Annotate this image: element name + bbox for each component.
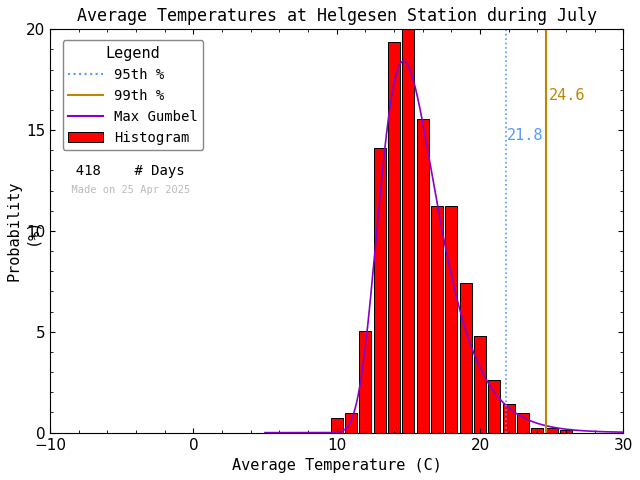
Bar <box>374 148 386 432</box>
Bar <box>431 206 443 432</box>
X-axis label: Average Temperature (C): Average Temperature (C) <box>232 458 442 473</box>
Bar <box>546 428 558 432</box>
Bar <box>359 331 371 432</box>
Bar <box>417 119 429 432</box>
99th % <box>542 409 550 415</box>
Max Gumbel <box>435 213 443 218</box>
Bar <box>531 428 543 432</box>
Max Gumbel <box>305 430 313 435</box>
Bar <box>345 413 357 432</box>
Y-axis label: Probability
(%): Probability (%) <box>7 181 39 281</box>
Bar <box>388 42 400 432</box>
Bar <box>502 404 515 432</box>
Bar <box>560 430 572 432</box>
Bar <box>517 413 529 432</box>
Max Gumbel <box>605 429 612 435</box>
Bar <box>460 283 472 432</box>
Max Gumbel <box>261 430 269 435</box>
Text: 418    # Days: 418 # Days <box>59 165 184 179</box>
Bar <box>474 336 486 432</box>
Max Gumbel <box>597 429 605 434</box>
Title: Average Temperatures at Helgesen Station during July: Average Temperatures at Helgesen Station… <box>77 7 596 25</box>
Bar <box>445 206 458 432</box>
Legend: 95th %, 99th %, Max Gumbel, Histogram: 95th %, 99th %, Max Gumbel, Histogram <box>63 40 204 150</box>
Max Gumbel <box>451 288 459 293</box>
Text: 21.8: 21.8 <box>508 128 544 143</box>
Max Gumbel <box>557 426 564 432</box>
Text: Made on 25 Apr 2025: Made on 25 Apr 2025 <box>59 185 190 194</box>
95th % <box>502 430 509 435</box>
95th % <box>502 409 509 415</box>
Bar <box>403 27 415 432</box>
Text: 24.6: 24.6 <box>549 88 586 103</box>
Bar <box>488 380 500 432</box>
Line: Max Gumbel: Max Gumbel <box>265 61 640 432</box>
99th % <box>542 430 550 435</box>
Bar <box>331 418 343 432</box>
Max Gumbel <box>400 58 408 64</box>
